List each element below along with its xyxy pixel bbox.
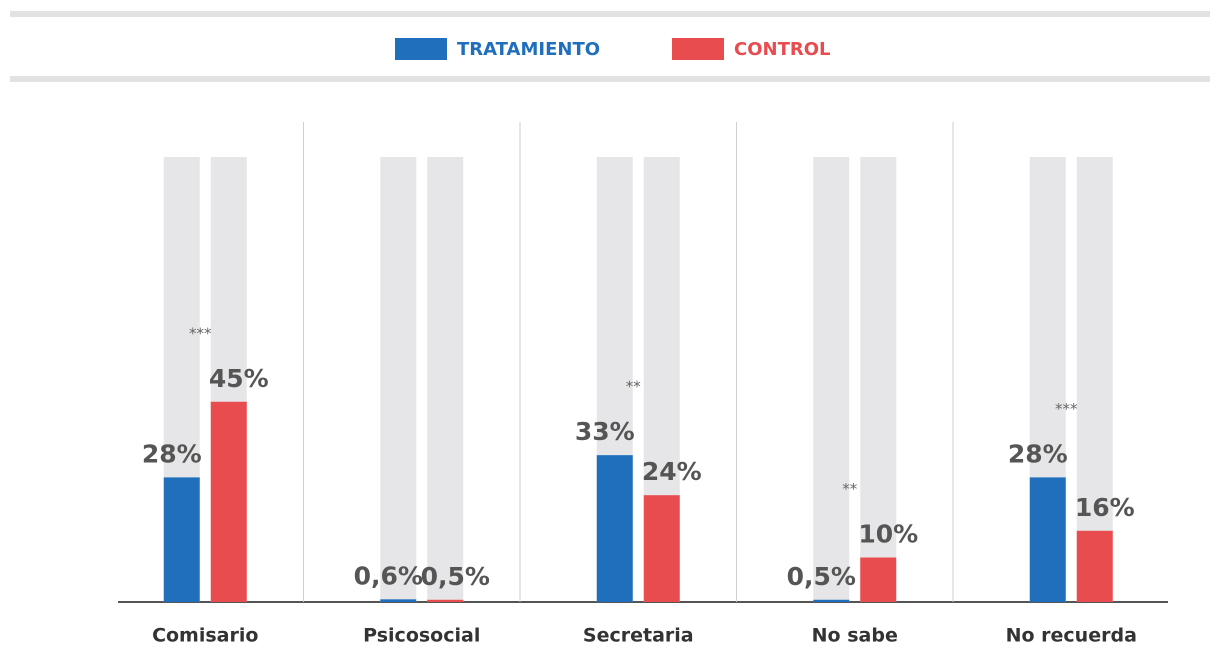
bar	[813, 599, 850, 602]
x-tick-label: Psicosocial	[363, 625, 480, 647]
bar	[427, 599, 464, 602]
x-tick-label: Comisario	[152, 625, 258, 647]
legend-swatch	[395, 38, 447, 60]
legend-rule	[10, 11, 1210, 17]
value-label: 0,5%	[421, 562, 490, 591]
x-tick-label: No sabe	[812, 625, 898, 647]
value-label: 24%	[642, 457, 702, 486]
x-tick-label: Secretaria	[583, 625, 694, 647]
legend-rule	[10, 76, 1210, 82]
bar-background	[427, 157, 464, 602]
legend: TRATAMIENTO CONTROL	[395, 38, 831, 60]
value-label: 0,6%	[354, 561, 423, 590]
value-label: 45%	[209, 364, 269, 393]
bar	[163, 477, 200, 602]
x-tick-label: No recuerda	[1006, 625, 1137, 647]
bar	[210, 401, 247, 602]
significance: **	[842, 480, 858, 498]
bar	[860, 557, 897, 602]
bar	[643, 495, 680, 602]
legend-swatch	[672, 38, 724, 60]
value-label: 10%	[858, 520, 918, 549]
bar	[1076, 530, 1113, 602]
value-label: 33%	[575, 417, 635, 446]
legend-label: CONTROL	[734, 39, 831, 60]
bar-background	[860, 157, 897, 602]
value-label: 28%	[142, 439, 202, 468]
bar-background	[380, 157, 417, 602]
significance: ***	[189, 324, 212, 342]
bar-background	[1076, 157, 1113, 602]
bar-background	[813, 157, 850, 602]
value-label: 0,5%	[787, 562, 856, 591]
significance: **	[626, 378, 642, 396]
bar	[380, 599, 417, 602]
bar	[1029, 477, 1066, 602]
significance: ***	[1055, 400, 1078, 418]
value-label: 16%	[1075, 493, 1135, 522]
bar	[596, 455, 633, 602]
value-label: 28%	[1008, 439, 1068, 468]
legend-label: TRATAMIENTO	[457, 39, 600, 60]
